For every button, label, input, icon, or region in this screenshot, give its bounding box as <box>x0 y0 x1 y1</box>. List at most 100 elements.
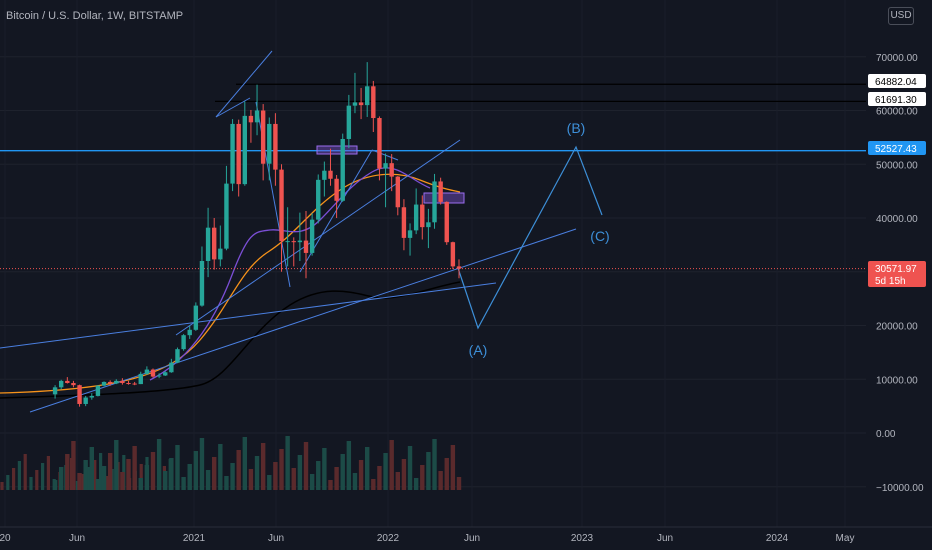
candle-body <box>456 266 462 269</box>
volume-bar <box>273 462 278 490</box>
candle-body <box>328 170 333 179</box>
candle-body <box>395 176 400 208</box>
volume-bar <box>138 478 143 490</box>
candle-body <box>187 329 192 336</box>
trendline <box>0 282 497 349</box>
candle-body <box>65 380 70 384</box>
volume-bar <box>328 480 333 490</box>
volume-bar <box>230 463 235 490</box>
volume-bar <box>407 446 413 490</box>
candle-body <box>420 204 425 228</box>
candle-body <box>383 163 388 169</box>
x-tick-label: Jun <box>464 533 480 544</box>
volume-bar <box>205 470 211 490</box>
volume-bar <box>83 460 88 490</box>
volume-bar <box>438 471 443 490</box>
volume-bar <box>175 445 180 490</box>
candle-body <box>413 204 419 231</box>
volume-bar <box>6 475 10 490</box>
volume-bar <box>89 447 94 490</box>
volume-bar <box>156 439 162 490</box>
trendline <box>175 139 461 336</box>
candle-body <box>175 349 180 363</box>
volume-bar <box>358 460 364 490</box>
volume-bar <box>450 445 456 490</box>
volume-bar <box>279 449 284 490</box>
volume-bar <box>377 466 382 490</box>
zone-rect <box>423 192 465 204</box>
candle-body <box>218 248 223 260</box>
candle-body <box>114 380 119 384</box>
candle-body <box>450 242 456 267</box>
candle-body <box>95 385 101 396</box>
trendline <box>215 97 251 118</box>
volume-bar <box>346 441 352 490</box>
volume-bar <box>401 459 407 490</box>
candle-body <box>169 362 174 373</box>
candle-body <box>236 123 241 185</box>
candle-body <box>254 110 260 123</box>
volume-bar <box>35 470 39 490</box>
wave-label: (C) <box>590 228 609 244</box>
candle-body <box>156 375 162 377</box>
candle-body <box>444 201 449 243</box>
x-tick-label: Jun <box>69 533 85 544</box>
candle-body <box>71 383 76 386</box>
trendline <box>371 149 399 161</box>
y-tick-label: 40000.00 <box>876 214 918 225</box>
y-tick-label: −10000.00 <box>876 483 924 494</box>
candle-body <box>285 241 290 243</box>
volume-bar <box>291 468 296 490</box>
volume-bar <box>114 440 119 490</box>
ma-black <box>0 281 461 399</box>
volume-bar <box>41 463 45 490</box>
price-tag-value: 61691.30 <box>875 95 917 106</box>
x-tick-label: 2023 <box>571 533 594 544</box>
volume-bar <box>169 458 174 490</box>
volume-bar <box>93 460 97 490</box>
candle-body <box>120 380 125 384</box>
volume-bar <box>212 457 217 490</box>
candle-body <box>340 138 345 201</box>
candle-body <box>83 397 88 404</box>
symbol-title: Bitcoin / U.S. Dollar, 1W, BITSTAMP <box>6 10 184 22</box>
volume-bar <box>371 479 376 490</box>
volume-bar <box>444 458 449 490</box>
volume-bar <box>340 454 345 490</box>
candle-body <box>163 372 168 376</box>
wave-labels: (A) (B) (C) <box>469 120 610 358</box>
candle-body <box>59 380 64 388</box>
candle-body <box>205 227 211 261</box>
candle-body <box>224 183 229 249</box>
wave-label: (B) <box>567 120 586 136</box>
volume-bar <box>95 479 101 490</box>
x-tick-label: May <box>836 533 855 544</box>
volume-bar <box>181 477 186 490</box>
wave-projection <box>457 145 603 330</box>
volume-bar <box>456 477 462 490</box>
volume-bar <box>132 446 137 490</box>
zone-rect <box>316 145 358 155</box>
candle-body <box>426 222 431 228</box>
volume-bar <box>101 466 107 490</box>
volume-bar <box>242 437 247 490</box>
candle-body <box>144 369 150 374</box>
volume-bar <box>303 442 309 490</box>
volume-bar <box>218 444 223 490</box>
price-tag-bg <box>868 261 926 287</box>
volume-bar <box>352 473 358 490</box>
volume-bar <box>224 476 229 490</box>
candle-body <box>150 369 156 377</box>
trendline <box>299 149 373 273</box>
candle-body <box>242 115 247 185</box>
currency-button[interactable]: USD <box>888 7 914 25</box>
candle-body <box>52 387 58 395</box>
candle-body <box>432 181 437 223</box>
candle-body <box>371 86 376 119</box>
y-tick-label: 60000.00 <box>876 107 918 118</box>
volume-bar <box>126 459 131 490</box>
wave-label: (A) <box>469 342 488 358</box>
y-tick-label: 20000.00 <box>876 322 918 333</box>
